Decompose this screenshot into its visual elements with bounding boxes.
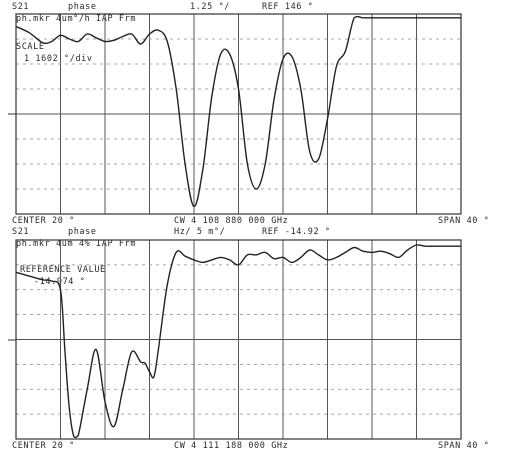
lower-panel: S21 phase Hz/ 5 m°/ REF -14.92 ° ph.mkr … (8, 227, 489, 451)
upper-param-label: S21 (12, 2, 29, 12)
upper-center-label: CENTER 20 ° (12, 216, 75, 226)
upper-marker-line: ph.mkr 4um°/h IAP Frm (16, 14, 136, 24)
lower-center-label: CENTER 20 ° (12, 441, 75, 451)
lower-annotation-label: REFERENCE VALUE (20, 265, 106, 275)
lower-format-label: phase (68, 227, 97, 237)
lower-scale-label: Hz/ 5 m°/ (174, 227, 225, 237)
upper-span-label: SPAN 40 ° (438, 216, 489, 226)
lower-span-label: SPAN 40 ° (438, 441, 489, 451)
upper-panel: S21 phase 1.25 °/ REF 146 ° ph.mkr 4um°/… (8, 2, 489, 226)
upper-grid (16, 14, 461, 214)
upper-trace-line (15, 15, 461, 208)
lower-cw-label: CW 4 111 188 000 GHz (174, 441, 288, 451)
lower-trace-line (15, 244, 461, 439)
upper-scale-label: 1.25 °/ (190, 2, 230, 12)
lower-marker-line: ph.mkr 4um 4% IAP Frm (16, 239, 136, 249)
lower-ref-label: REF -14.92 ° (262, 227, 331, 237)
lower-param-label: S21 (12, 227, 29, 237)
lower-annotation-value: -14.974 ° (34, 277, 85, 287)
upper-annotation-value: 1 1602 °/div (24, 54, 93, 64)
upper-format-label: phase (68, 2, 97, 12)
upper-ref-label: REF 146 ° (262, 2, 313, 12)
upper-annotation-label: SCALE (16, 42, 45, 52)
upper-cw-label: CW 4 108 880 000 GHz (174, 216, 288, 226)
lower-grid (16, 240, 461, 439)
